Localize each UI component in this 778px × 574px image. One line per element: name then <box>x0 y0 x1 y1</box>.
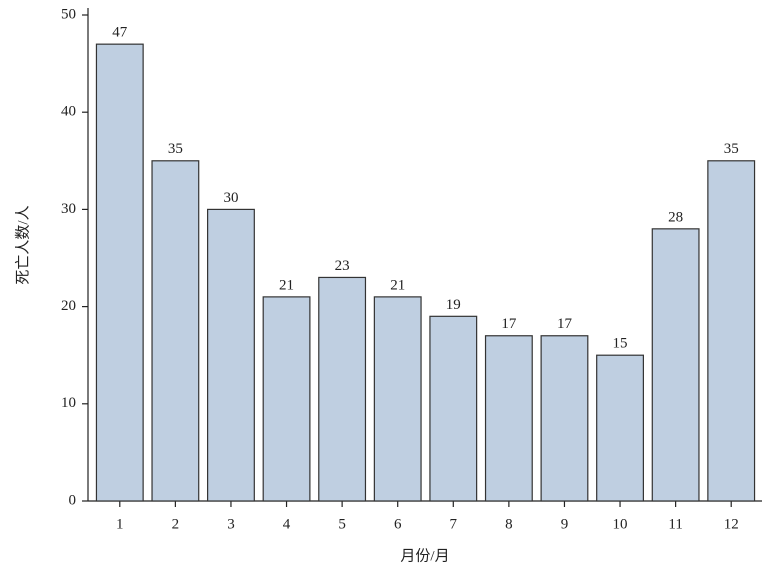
y-tick-label: 40 <box>61 104 76 120</box>
data-label: 17 <box>557 316 573 332</box>
x-tick-label: 2 <box>172 516 180 532</box>
x-tick-label: 10 <box>613 516 628 532</box>
data-label: 35 <box>724 141 739 157</box>
bar <box>596 354 644 502</box>
bar <box>373 296 422 502</box>
data-label: 21 <box>279 277 294 293</box>
data-label: 47 <box>112 25 128 41</box>
bar <box>651 228 700 502</box>
bar <box>707 160 756 502</box>
data-label: 15 <box>613 336 628 352</box>
x-tick-label: 1 <box>116 516 124 532</box>
data-label: 19 <box>446 297 461 313</box>
bar <box>207 208 255 502</box>
data-label: 23 <box>335 258 350 274</box>
bar <box>95 43 144 502</box>
x-tick-label: 8 <box>505 516 513 532</box>
x-tick-label: 12 <box>724 516 739 532</box>
bar <box>151 160 200 502</box>
bar <box>484 335 533 502</box>
data-label: 28 <box>668 209 683 225</box>
data-label: 30 <box>223 190 238 206</box>
data-label: 35 <box>168 141 183 157</box>
bar <box>429 315 478 502</box>
x-tick-label: 9 <box>561 516 569 532</box>
y-tick-label: 10 <box>61 395 76 411</box>
bar <box>318 276 367 502</box>
x-tick-label: 11 <box>668 516 682 532</box>
x-tick-label: 3 <box>227 516 235 532</box>
y-tick-label: 30 <box>61 201 76 217</box>
x-tick-label: 4 <box>283 516 291 532</box>
x-tick-label: 6 <box>394 516 402 532</box>
bar <box>540 335 589 502</box>
bar <box>262 296 311 502</box>
y-tick-label: 20 <box>61 298 76 314</box>
y-tick-label: 0 <box>69 492 77 508</box>
y-axis-label: 死亡人数/人 <box>14 205 31 284</box>
data-label: 21 <box>390 277 405 293</box>
x-tick-label: 5 <box>338 516 346 532</box>
x-axis-label: 月份/月 <box>400 547 449 564</box>
data-label: 17 <box>501 316 517 332</box>
y-tick-label: 50 <box>61 6 76 22</box>
x-tick-label: 7 <box>450 516 458 532</box>
